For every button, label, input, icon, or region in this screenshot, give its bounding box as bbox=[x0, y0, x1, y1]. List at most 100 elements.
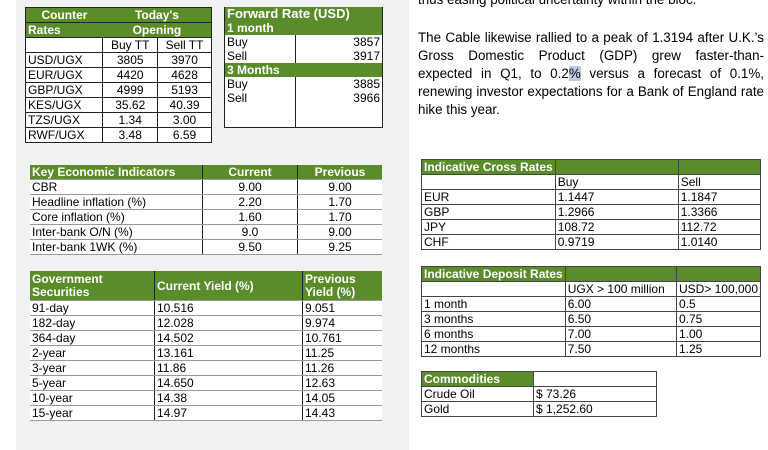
ugx-rate: 7.00 bbox=[564, 326, 677, 342]
previous-value: 9.00 bbox=[297, 224, 382, 240]
sell-value: 1.1847 bbox=[677, 189, 762, 205]
sell-value: 5193 bbox=[157, 82, 212, 98]
currency-pair: USD/UGX bbox=[24, 52, 104, 68]
previous-value: 1.70 bbox=[297, 209, 382, 225]
previous-value: 1.70 bbox=[297, 194, 382, 210]
current-header: Current bbox=[202, 165, 298, 180]
commodity-price: $ 73.26 bbox=[533, 386, 657, 402]
buy-value: 1.34 bbox=[102, 112, 159, 128]
table-row: Core inflation (%) 1.60 1.70 bbox=[30, 209, 382, 225]
sell-value: 3917 bbox=[294, 49, 384, 63]
buy-tt-header: Buy TT bbox=[102, 37, 159, 53]
currency-pair: GBP/UGX bbox=[24, 82, 104, 98]
blank-cell bbox=[656, 401, 761, 417]
buy-header: Buy bbox=[554, 174, 679, 190]
cross-rates-table: Indicative Cross Rates Buy Sell EUR 1.144… bbox=[421, 159, 762, 250]
kei-title: Key Economic Indicators bbox=[30, 165, 203, 180]
ugx-rate: 6.50 bbox=[564, 311, 677, 327]
sell-value: 3.00 bbox=[157, 112, 212, 128]
table-row: 12 months 7.50 1.25 bbox=[421, 341, 762, 357]
table-row: Gold $ 1,252.60 bbox=[421, 401, 761, 417]
sell-value: 4628 bbox=[157, 67, 212, 83]
blank-header bbox=[554, 159, 679, 175]
term: 1 month bbox=[421, 296, 566, 312]
current-yield: 14.502 bbox=[154, 330, 303, 346]
previous-yield-line1: Previous bbox=[305, 272, 356, 286]
buy-value: 1.1447 bbox=[554, 189, 679, 205]
previous-yield: 9.051 bbox=[302, 300, 382, 316]
current-yield: 13.161 bbox=[154, 345, 303, 361]
tenor: 10-year bbox=[30, 390, 155, 406]
paragraph-fragment: thus easing political uncertainty within… bbox=[418, 0, 764, 9]
current-yield: 10.516 bbox=[154, 300, 303, 316]
blank-cell bbox=[421, 174, 556, 190]
buy-value: 108.72 bbox=[554, 219, 679, 235]
commodity-name: Crude Oil bbox=[421, 386, 534, 402]
gov-title-line2: Securities bbox=[32, 285, 90, 299]
table-row: TZS/UGX 1.34 3.00 bbox=[24, 112, 212, 128]
buy-value: 3885 bbox=[294, 77, 384, 91]
commodity-price: $ 1,252.60 bbox=[533, 401, 657, 417]
gov-title: Government Securities bbox=[30, 271, 155, 301]
tenor: 3-year bbox=[30, 360, 155, 376]
ugx-rate: 6.00 bbox=[564, 296, 677, 312]
current-yield: 14.38 bbox=[154, 390, 303, 406]
table-row: EUR/UGX 4420 4628 bbox=[24, 67, 212, 83]
currency-pair: RWF/UGX bbox=[24, 127, 104, 143]
table-row: GBP 1.2966 1.3366 bbox=[421, 204, 762, 220]
key-economic-indicators-table: Key Economic Indicators Current Previous… bbox=[30, 165, 382, 255]
sell-value: 6.59 bbox=[157, 127, 212, 143]
sell-value: 3970 bbox=[157, 52, 212, 68]
currency: EUR bbox=[421, 189, 556, 205]
current-yield: 14.97 bbox=[154, 405, 303, 421]
table-row: GBP/UGX 4999 5193 bbox=[24, 82, 212, 98]
three-months-header: 3 Months bbox=[224, 63, 383, 77]
blank-header bbox=[675, 266, 762, 282]
commodities-table: Commodities Crude Oil $ 73.26 Gold $ 1,252… bbox=[421, 371, 761, 417]
currency-pair: KES/UGX bbox=[24, 97, 104, 113]
sell-value: 1.0140 bbox=[677, 234, 762, 250]
currency-pair: TZS/UGX bbox=[24, 112, 104, 128]
commentary-text-end: versus a forecast of 0.1%, renewing inve… bbox=[418, 66, 764, 117]
indicator-name: Inter-bank 1WK (%) bbox=[30, 239, 203, 255]
current-value: 1.60 bbox=[202, 209, 298, 225]
previous-header: Previous bbox=[297, 165, 382, 180]
current-value: 9.50 bbox=[202, 239, 298, 255]
blank-cell bbox=[656, 386, 761, 402]
sell-label: Sell bbox=[224, 49, 296, 63]
blank-cell bbox=[224, 105, 296, 128]
sell-tt-header: Sell TT bbox=[157, 37, 212, 53]
blank-header bbox=[677, 159, 762, 175]
previous-yield: 11.26 bbox=[302, 360, 382, 376]
term: 6 months bbox=[421, 326, 566, 342]
blank-cell bbox=[656, 371, 761, 387]
buy-value: 4420 bbox=[102, 67, 159, 83]
tenor: 15-year bbox=[30, 405, 155, 421]
table-row: 3 months 6.50 0.75 bbox=[421, 311, 762, 327]
usd-header: USD> 100,000 bbox=[675, 281, 762, 297]
table-row: JPY 108.72 112.72 bbox=[421, 219, 762, 235]
previous-yield: 9.974 bbox=[302, 315, 382, 331]
buy-value: 35.62 bbox=[102, 97, 159, 113]
table-row: 1 month 6.00 0.5 bbox=[421, 296, 762, 312]
previous-yield-line2: Yield (%) bbox=[305, 285, 356, 299]
buy-value: 3.48 bbox=[102, 127, 159, 143]
blank-cell bbox=[533, 371, 657, 387]
currency-pair: EUR/UGX bbox=[24, 67, 104, 83]
term: 3 months bbox=[421, 311, 566, 327]
current-yield: 12.028 bbox=[154, 315, 303, 331]
table-row: CHF 0.9719 1.0140 bbox=[421, 234, 762, 250]
sell-value: 3966 bbox=[294, 91, 384, 105]
table-row: EUR 1.1447 1.1847 bbox=[421, 189, 762, 205]
table-row: 6 months 7.00 1.00 bbox=[421, 326, 762, 342]
buy-value: 3805 bbox=[102, 52, 159, 68]
indicator-name: Core inflation (%) bbox=[30, 209, 203, 225]
blank-cell bbox=[24, 37, 104, 53]
highlighted-percent: % bbox=[568, 66, 581, 81]
usd-rate: 1.25 bbox=[675, 341, 762, 357]
indicator-name: CBR bbox=[30, 179, 203, 195]
commodity-name: Gold bbox=[421, 401, 534, 417]
commodities-title: Commodities bbox=[421, 371, 534, 387]
indicator-name: Inter-bank O/N (%) bbox=[30, 224, 203, 240]
buy-label: Buy bbox=[224, 35, 296, 49]
